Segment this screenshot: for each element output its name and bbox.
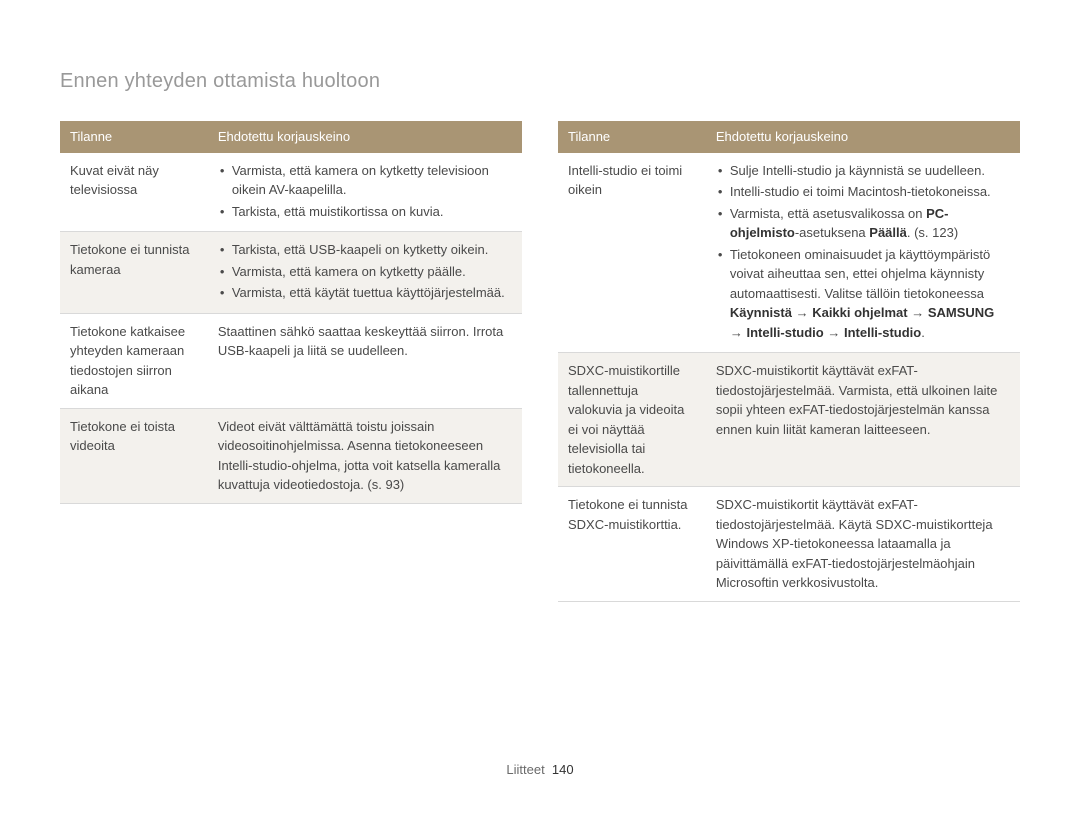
left-column: Tilanne Ehdotettu korjauskeino Kuvat eiv… xyxy=(60,121,522,602)
remedy-item: Varmista, että kamera on kytketty televi… xyxy=(218,161,512,200)
cell-remedy: SDXC-muistikortit käyttävät exFAT-tiedos… xyxy=(706,353,1020,487)
footer-section: Liitteet xyxy=(506,762,544,777)
remedy-item: Varmista, että kamera on kytketty päälle… xyxy=(218,262,512,282)
table-row: Tietokone ei toista videoita Videot eivä… xyxy=(60,408,522,503)
page: Ennen yhteyden ottamista huoltoon Tilann… xyxy=(0,0,1080,602)
page-number: 140 xyxy=(552,762,574,777)
page-title: Ennen yhteyden ottamista huoltoon xyxy=(60,70,1020,93)
th-remedy: Ehdotettu korjauskeino xyxy=(208,121,522,153)
table-row: Tietokone ei tunnista SDXC-muistikorttia… xyxy=(558,487,1020,602)
th-situation: Tilanne xyxy=(60,121,208,153)
columns: Tilanne Ehdotettu korjauskeino Kuvat eiv… xyxy=(60,121,1020,602)
remedy-item: Tarkista, että USB-kaapeli on kytketty o… xyxy=(218,240,512,260)
cell-remedy: Tarkista, että USB-kaapeli on kytketty o… xyxy=(208,232,522,314)
cell-remedy: Staattinen sähkö saattaa keskeyttää siir… xyxy=(208,313,522,408)
cell-situation: Tietokone katkaisee yhteyden kameraan ti… xyxy=(60,313,208,408)
cell-remedy: Videot eivät välttämättä toistu joissain… xyxy=(208,408,522,503)
table-row: Tietokone ei tunnista kameraa Tarkista, … xyxy=(60,232,522,314)
table-row: Intelli-studio ei toimi oikein Sulje Int… xyxy=(558,153,1020,353)
left-table: Tilanne Ehdotettu korjauskeino Kuvat eiv… xyxy=(60,121,522,504)
remedy-item: Varmista, että käytät tuettua käyttöjärj… xyxy=(218,283,512,303)
right-column: Tilanne Ehdotettu korjauskeino Intelli-s… xyxy=(558,121,1020,602)
cell-situation: Tietokone ei toista videoita xyxy=(60,408,208,503)
cell-remedy: Varmista, että kamera on kytketty televi… xyxy=(208,153,522,232)
cell-remedy: SDXC-muistikortit käyttävät exFAT-tiedos… xyxy=(706,487,1020,602)
remedy-item: Tarkista, että muistikortissa on kuvia. xyxy=(218,202,512,222)
cell-situation: SDXC-muistikortille tallennettuja valoku… xyxy=(558,353,706,487)
cell-remedy: Sulje Intelli-studio ja käynnistä se uud… xyxy=(706,153,1020,353)
th-situation: Tilanne xyxy=(558,121,706,153)
th-remedy: Ehdotettu korjauskeino xyxy=(706,121,1020,153)
cell-situation: Kuvat eivät näy televisiossa xyxy=(60,153,208,232)
right-table: Tilanne Ehdotettu korjauskeino Intelli-s… xyxy=(558,121,1020,602)
table-row: Kuvat eivät näy televisiossa Varmista, e… xyxy=(60,153,522,232)
footer: Liitteet 140 xyxy=(0,762,1080,777)
table-row: SDXC-muistikortille tallennettuja valoku… xyxy=(558,353,1020,487)
cell-situation: Intelli-studio ei toimi oikein xyxy=(558,153,706,353)
cell-situation: Tietokone ei tunnista SDXC-muistikorttia… xyxy=(558,487,706,602)
cell-situation: Tietokone ei tunnista kameraa xyxy=(60,232,208,314)
table-row: Tietokone katkaisee yhteyden kameraan ti… xyxy=(60,313,522,408)
